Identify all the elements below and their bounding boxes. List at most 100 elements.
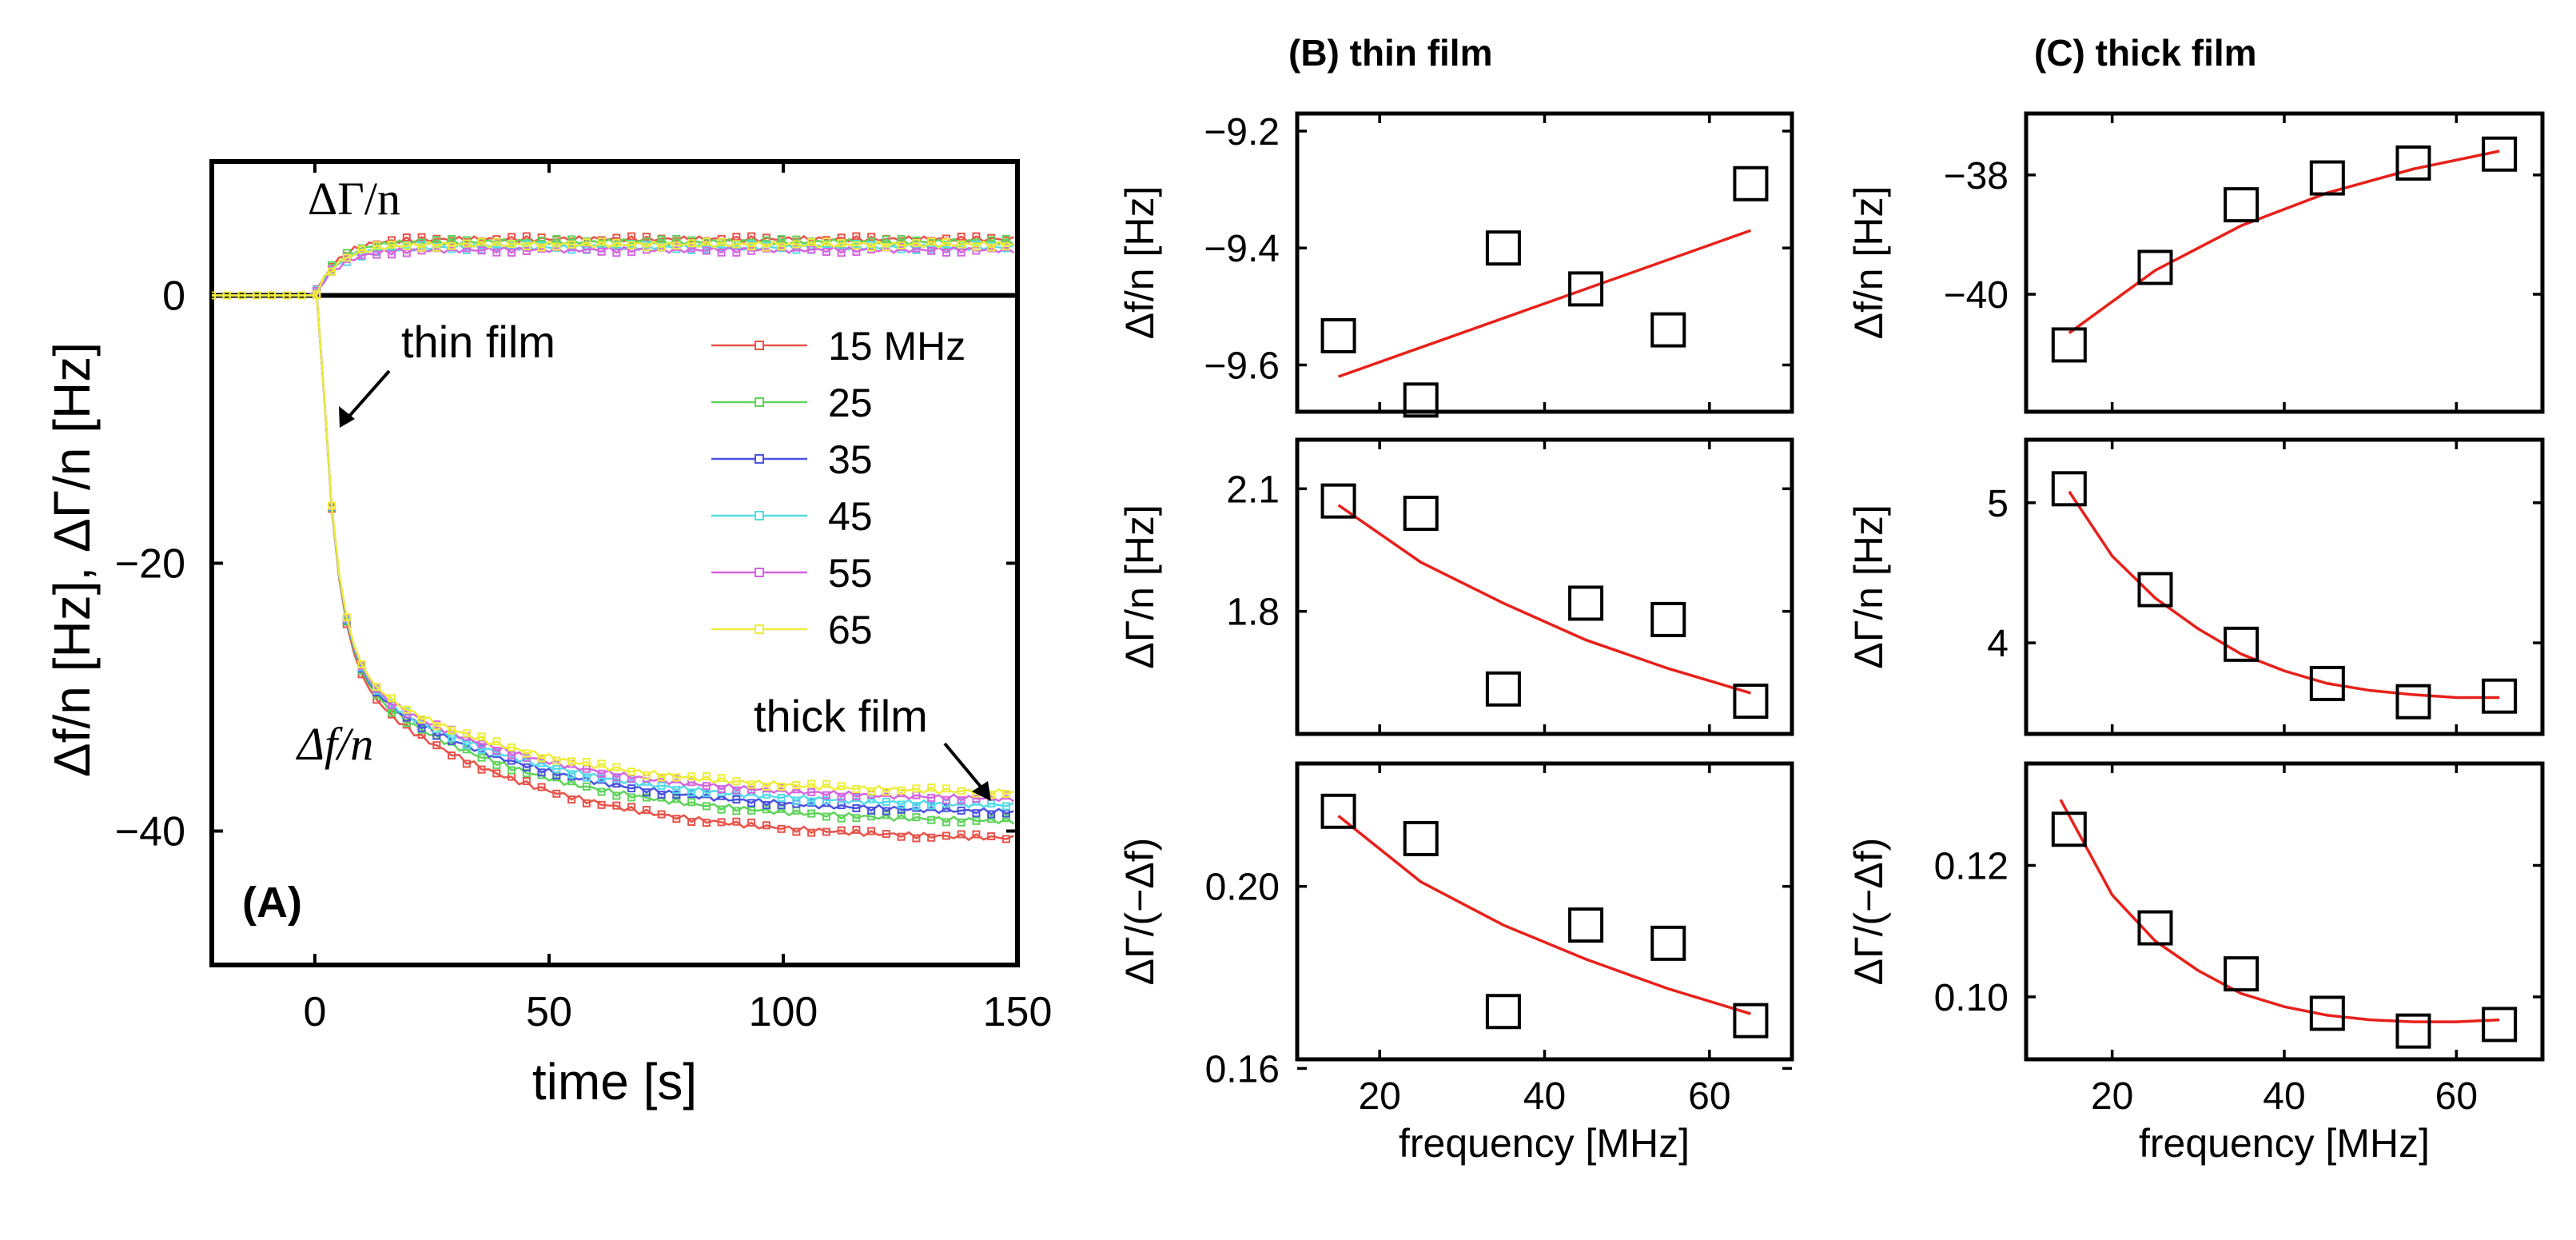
- data-marker: [837, 782, 846, 791]
- data-point: [1650, 925, 1686, 961]
- data-marker: [942, 818, 950, 827]
- data-marker: [372, 241, 381, 249]
- data-point: [2137, 572, 2173, 608]
- data-marker: [597, 237, 606, 246]
- y-tick-label: 0.10: [1934, 977, 2009, 1019]
- data-marker: [867, 827, 876, 835]
- data-marker: [927, 794, 936, 803]
- data-marker: [717, 237, 726, 246]
- data-marker: [552, 764, 561, 773]
- data-marker: [597, 787, 606, 796]
- data-marker: [702, 782, 711, 791]
- data-point: [1650, 601, 1686, 637]
- x-tick-label: 50: [526, 989, 572, 1035]
- data-marker: [972, 795, 981, 803]
- legend-label: 45: [828, 494, 873, 539]
- data-marker: [212, 291, 216, 300]
- data-marker: [777, 824, 786, 833]
- data-point: [1733, 1003, 1769, 1039]
- data-marker: [612, 801, 621, 810]
- data-marker: [972, 816, 981, 825]
- data-marker: [642, 793, 651, 802]
- data-marker: [732, 233, 741, 241]
- data-marker: [837, 249, 846, 257]
- subplot-frame: [2024, 761, 2545, 1062]
- data-marker: [597, 769, 606, 778]
- data-marker: [417, 243, 426, 252]
- y-tick-label: −9.6: [1204, 345, 1280, 387]
- data-marker: [717, 805, 726, 814]
- data-marker: [912, 238, 921, 247]
- data-marker: [567, 795, 576, 804]
- x-tick-label: 150: [983, 989, 1053, 1035]
- data-marker: [388, 240, 396, 249]
- x-tick-label: 20: [2091, 1075, 2133, 1118]
- data-marker: [852, 232, 861, 241]
- data-point: [1733, 684, 1769, 720]
- data-marker: [957, 818, 966, 827]
- panel-a: 0 50 100 150 0 −20 −40 ΔΓ/n Δf/n thin film thick f…: [43, 159, 1053, 1110]
- data-marker: [567, 240, 576, 249]
- data-marker: [417, 233, 426, 241]
- data-marker: [522, 777, 531, 786]
- data-marker: [672, 815, 681, 823]
- data-marker: [912, 813, 921, 822]
- data-marker: [432, 741, 441, 750]
- data-marker: [717, 818, 726, 827]
- data-marker: [867, 795, 876, 803]
- data-marker: [972, 809, 981, 818]
- data-marker: [432, 722, 441, 731]
- data-marker: [777, 242, 786, 251]
- fit-curve: [1337, 504, 1751, 695]
- data-point: [1568, 271, 1604, 307]
- data-marker: [882, 787, 890, 796]
- data-marker: [972, 242, 981, 251]
- data-marker: [357, 660, 366, 668]
- data-marker: [807, 787, 816, 796]
- data-marker: [597, 800, 606, 809]
- data-marker: [732, 240, 741, 249]
- data-marker: [508, 743, 516, 752]
- data-marker: [597, 760, 606, 768]
- data-point: [2395, 684, 2431, 720]
- data-marker: [552, 234, 561, 243]
- data-marker: [657, 810, 666, 819]
- data-marker: [1001, 802, 1010, 811]
- data-marker: [957, 830, 966, 839]
- x-axis-title: time [s]: [532, 1053, 697, 1110]
- data-marker: [642, 233, 651, 241]
- panel-b-subplot-2: 2.1 1.8 ΔΓ/n [Hz]: [1117, 437, 1794, 736]
- dgamma-annotation: ΔΓ/n: [308, 173, 400, 225]
- data-marker: [702, 772, 711, 781]
- data-marker: [987, 815, 996, 823]
- data-marker: [927, 833, 936, 842]
- x-tick-label: 40: [2263, 1075, 2305, 1118]
- data-marker: [328, 267, 336, 276]
- data-marker: [777, 782, 786, 791]
- data-marker: [987, 243, 996, 252]
- panel-b-x-axis-title: frequency [MHz]: [1399, 1121, 1690, 1166]
- data-marker: [807, 809, 816, 818]
- data-marker: [508, 766, 516, 775]
- data-marker: [822, 237, 830, 246]
- data-marker: [927, 783, 936, 792]
- data-marker: [522, 242, 531, 251]
- data-marker: [477, 740, 486, 748]
- data-marker: [747, 806, 756, 815]
- data-marker: [897, 811, 906, 819]
- data-marker: [657, 235, 666, 244]
- data-marker: [897, 832, 906, 841]
- panel-b: (B) thin film−9.2 −9.4 −9.6 Δf/n [Hz] 2.1 1.8…: [1117, 32, 1794, 1166]
- thick-film-arrow: [943, 742, 986, 793]
- data-marker: [282, 291, 291, 300]
- data-marker: [852, 784, 861, 793]
- data-marker: [537, 768, 546, 777]
- data-marker: [822, 791, 830, 799]
- data-marker: [552, 789, 561, 798]
- data-marker: [987, 810, 996, 819]
- fit-curve: [2068, 150, 2500, 334]
- data-marker: [357, 245, 366, 253]
- data-marker: [732, 807, 741, 815]
- data-marker: [867, 806, 876, 815]
- data-marker: [388, 708, 396, 717]
